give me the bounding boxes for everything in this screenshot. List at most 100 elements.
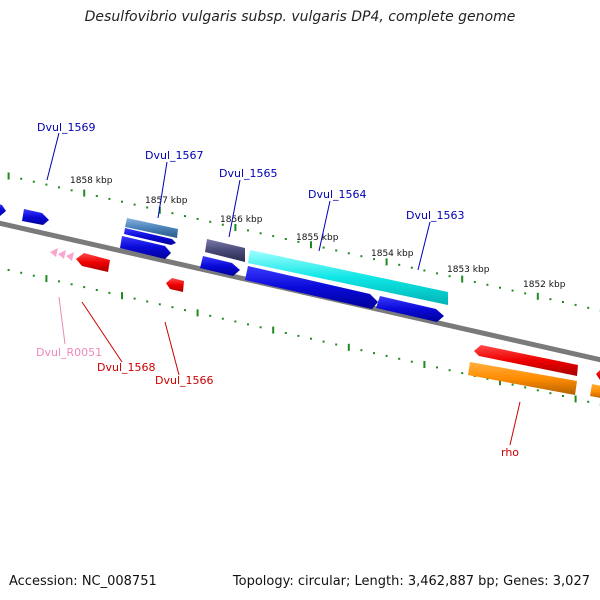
minor-tick-mark — [284, 332, 287, 334]
gene-arrow-edge-orange[interactable] — [590, 384, 600, 399]
callout-line — [81, 301, 123, 363]
scale-label: 1857 kbp — [145, 196, 188, 206]
major-tick-mark — [536, 292, 539, 300]
minor-tick-mark — [511, 383, 514, 386]
gene-label-dvul-1565[interactable]: Dvul_1565 — [219, 167, 278, 180]
minor-tick-mark — [158, 303, 161, 306]
minor-tick-mark — [7, 269, 10, 271]
gene-label-dvul-1567[interactable]: Dvul_1567 — [145, 149, 204, 162]
minor-tick-mark — [133, 203, 136, 206]
gene-arrow-forward-dvul-1563[interactable] — [376, 296, 444, 322]
minor-tick-mark — [146, 206, 149, 209]
scale-label: 1855 kbp — [296, 233, 339, 243]
major-tick-mark — [158, 206, 161, 214]
gene-arrow-dvul-1564[interactable] — [248, 250, 448, 305]
minor-tick-mark — [322, 246, 325, 249]
minor-tick-mark — [562, 301, 564, 303]
minor-tick-mark — [448, 369, 451, 372]
major-tick-mark — [234, 224, 237, 231]
minor-tick-mark — [20, 271, 23, 274]
minor-tick-mark — [549, 298, 552, 301]
minor-tick-mark — [549, 392, 552, 395]
gene-label-rho[interactable]: rho — [501, 446, 519, 459]
inner-dotted-track — [7, 269, 600, 406]
gene-arrow-reverse-dvul-1568[interactable] — [76, 253, 110, 272]
accession-text: Accession: NC_008751 — [9, 574, 157, 589]
callout-line — [318, 200, 331, 252]
gene-arrow-reverse-rho-upper[interactable] — [474, 345, 578, 376]
scale-label: 1853 kbp — [447, 265, 490, 275]
gene-arrowhead-pink[interactable] — [50, 248, 58, 257]
minor-tick-mark — [196, 217, 199, 220]
minor-tick-mark — [133, 297, 136, 300]
major-tick-mark — [347, 343, 350, 351]
minor-tick-mark — [486, 283, 489, 286]
minor-tick-mark — [284, 238, 287, 240]
minor-tick-mark — [322, 340, 325, 343]
gene-arrow-reverse-edge[interactable] — [596, 368, 600, 381]
gene-arrow-forward[interactable] — [200, 256, 240, 276]
gene-arrow-forward-dvul-1565[interactable] — [205, 239, 245, 262]
minor-tick-mark — [221, 317, 224, 320]
major-tick-mark — [385, 258, 388, 266]
major-tick-mark — [45, 275, 48, 283]
gene-arrow-forward-dvul-1567b[interactable] — [120, 236, 171, 259]
minor-tick-mark — [259, 326, 262, 329]
minor-tick-mark — [70, 189, 73, 192]
scale-label: 1858 kbp — [70, 176, 113, 186]
gene-arrow-forward-steel[interactable] — [125, 218, 178, 238]
callout-line — [157, 161, 168, 219]
minor-tick-mark — [524, 386, 527, 389]
callout-line — [417, 221, 431, 271]
minor-tick-mark — [83, 286, 86, 289]
gene-label-dvul-1569[interactable]: Dvul_1569 — [37, 121, 96, 134]
minor-tick-mark — [398, 263, 401, 266]
gene-arrow-forward[interactable] — [22, 209, 49, 225]
minor-tick-mark — [486, 377, 489, 380]
minor-tick-mark — [587, 400, 590, 403]
gene-label-dvul-1566[interactable]: Dvul_1566 — [155, 374, 214, 387]
minor-tick-mark — [58, 186, 60, 189]
gene-arrow-rho[interactable] — [468, 362, 577, 395]
major-tick-mark — [499, 378, 501, 386]
minor-tick-mark — [108, 291, 111, 294]
gene-label-dvul-r0051[interactable]: Dvul_R0051 — [36, 346, 102, 359]
major-tick-mark — [461, 275, 464, 283]
callout-line — [228, 179, 241, 238]
minor-tick-mark — [221, 223, 224, 226]
minor-tick-mark — [436, 366, 438, 369]
gene-arrowhead-pink[interactable] — [58, 250, 66, 259]
minor-tick-mark — [146, 300, 149, 303]
gene-label-dvul-1563[interactable]: Dvul_1563 — [406, 209, 465, 222]
major-tick-mark — [310, 241, 312, 249]
gene-arrow-forward-long[interactable] — [245, 266, 378, 309]
minor-tick-mark — [184, 309, 186, 312]
callout-line — [46, 132, 60, 181]
gene-arrow-forward[interactable] — [0, 203, 6, 216]
gene-arrow-forward-dvul-1567[interactable] — [124, 228, 176, 245]
minor-tick-mark — [410, 360, 413, 363]
major-tick-mark — [272, 326, 275, 334]
minor-tick-mark — [373, 352, 375, 355]
scale-label: 1856 kbp — [220, 215, 263, 225]
minor-tick-mark — [272, 235, 275, 238]
gene-label-dvul-1564[interactable]: Dvul_1564 — [308, 188, 367, 201]
minor-tick-mark — [70, 283, 73, 286]
minor-tick-mark — [32, 274, 35, 277]
gene-arrowhead-pink[interactable] — [66, 252, 74, 261]
gene-arrow-reverse-dvul-1566[interactable] — [166, 278, 184, 292]
minor-tick-mark — [536, 389, 539, 392]
minor-tick-mark — [448, 275, 451, 278]
minor-tick-mark — [499, 286, 501, 289]
major-tick-mark — [423, 361, 426, 368]
callout-line — [58, 296, 66, 345]
gene-label-dvul-1568[interactable]: Dvul_1568 — [97, 361, 156, 374]
minor-tick-mark — [436, 272, 438, 275]
minor-tick-mark — [398, 357, 401, 360]
callout-line — [509, 401, 521, 446]
minor-tick-mark — [209, 220, 212, 223]
minor-tick-mark — [247, 323, 249, 326]
genome-stats-text: Topology: circular; Length: 3,462,887 bp… — [232, 574, 590, 589]
major-tick-mark — [7, 172, 10, 180]
